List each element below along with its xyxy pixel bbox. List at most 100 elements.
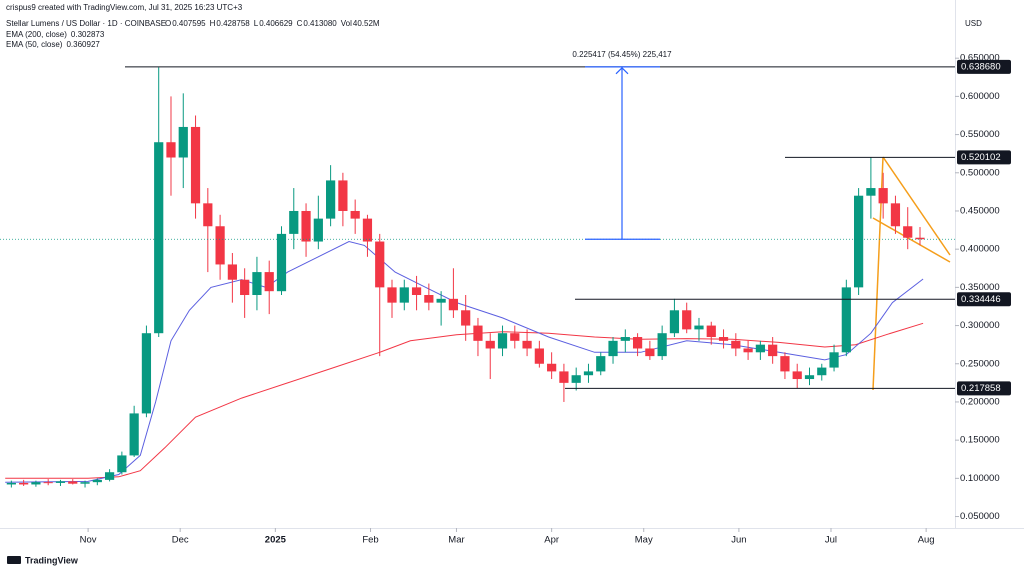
candle-body bbox=[792, 371, 802, 380]
candle-body bbox=[706, 325, 716, 338]
legend-value: 0.302873 bbox=[71, 30, 105, 39]
ohlc-value: 40.52M bbox=[353, 19, 380, 28]
candle-body bbox=[215, 226, 225, 265]
candle-body bbox=[55, 481, 66, 483]
candle-body bbox=[399, 287, 409, 303]
y-tick-label: 0.150000 bbox=[960, 435, 1000, 446]
candle-body bbox=[866, 188, 876, 196]
candle-body bbox=[375, 241, 385, 288]
candle-body bbox=[264, 272, 274, 292]
y-tick-label: 0.100000 bbox=[960, 473, 1000, 484]
symbol: Stellar Lumens / US Dollar · 1D · COINBA… bbox=[6, 19, 166, 28]
candle-body bbox=[362, 218, 373, 242]
candle-body bbox=[338, 180, 348, 211]
candle-body bbox=[903, 226, 913, 238]
candle-body bbox=[718, 337, 729, 341]
measure-arrow-head bbox=[615, 66, 629, 75]
candle-body bbox=[583, 371, 594, 376]
candle-body bbox=[645, 348, 655, 357]
candle-body bbox=[117, 455, 127, 473]
level-label-box bbox=[957, 150, 1011, 165]
ohlc-key: C bbox=[297, 19, 303, 28]
candle-body bbox=[166, 142, 176, 158]
currency: USD bbox=[965, 19, 982, 28]
brand-logo bbox=[7, 556, 21, 564]
candle-body bbox=[694, 325, 704, 330]
candle-body bbox=[878, 188, 888, 204]
brand-name: TradingView bbox=[25, 555, 79, 565]
candle-body bbox=[461, 310, 471, 326]
candle-body bbox=[559, 371, 569, 383]
candle-body bbox=[473, 325, 483, 341]
y-tick-label: 0.250000 bbox=[960, 358, 1000, 369]
candle-body bbox=[387, 287, 397, 303]
candle-body bbox=[252, 272, 262, 296]
ohlc-value: 0.428758 bbox=[216, 19, 250, 28]
x-tick-label: Dec bbox=[172, 535, 189, 546]
y-tick-label: 0.200000 bbox=[960, 396, 1000, 407]
ohlc-value: 0.406629 bbox=[259, 19, 293, 28]
candle-body bbox=[620, 337, 630, 341]
ohlc-legend: O 0.407595 H 0.428758 L 0.406629 C 0.413080 Vol 4… bbox=[165, 19, 380, 28]
level-label: 0.217858 bbox=[961, 383, 1001, 394]
candle-body bbox=[768, 344, 778, 357]
candle-body bbox=[141, 333, 152, 414]
y-tick-label: 0.050000 bbox=[960, 511, 1000, 522]
author-line: crispus9 created with TradingView.com, J… bbox=[6, 3, 243, 12]
candle-body bbox=[227, 264, 237, 280]
candle-body bbox=[669, 310, 680, 334]
candle-body bbox=[31, 482, 41, 485]
x-tick-label: Apr bbox=[544, 535, 559, 546]
level-label-box bbox=[957, 292, 1011, 307]
level-label-box bbox=[957, 381, 1011, 396]
ohlc-key: H bbox=[210, 19, 216, 28]
wedge-upper bbox=[882, 156, 951, 256]
candle-body bbox=[276, 233, 287, 292]
x-tick-label: Jun bbox=[731, 535, 746, 546]
candle-body bbox=[43, 482, 53, 484]
y-tick-label: 0.600000 bbox=[960, 91, 1000, 102]
candle-body bbox=[350, 210, 360, 219]
candle-body bbox=[804, 375, 815, 380]
candle-body bbox=[190, 126, 201, 204]
candle-body bbox=[522, 340, 532, 349]
y-tick-label: 0.300000 bbox=[960, 320, 1000, 331]
wedge-lower bbox=[872, 217, 951, 263]
candle-body bbox=[178, 126, 188, 158]
candle-body bbox=[92, 479, 102, 483]
candle-body bbox=[657, 333, 667, 357]
candle-body bbox=[203, 203, 213, 227]
candle-body bbox=[326, 180, 336, 219]
candle-body bbox=[68, 481, 78, 484]
candle-body bbox=[411, 287, 422, 296]
candle-body bbox=[424, 295, 434, 303]
x-tick-label: Feb bbox=[362, 535, 378, 546]
candle-body bbox=[448, 298, 459, 311]
legend-name: EMA (200, close) bbox=[6, 30, 67, 39]
candle-body bbox=[485, 340, 495, 349]
level-label: 0.520102 bbox=[961, 152, 1001, 163]
level-label: 0.638680 bbox=[961, 61, 1001, 72]
candle-body bbox=[510, 333, 520, 341]
candle-body bbox=[596, 356, 606, 372]
candle-body bbox=[780, 356, 790, 372]
candle-body bbox=[890, 203, 901, 227]
candle-body bbox=[632, 337, 643, 349]
x-tick-label: 2025 bbox=[265, 535, 287, 546]
candle-body bbox=[80, 482, 90, 484]
x-tick-label: May bbox=[635, 535, 653, 546]
legend-name: EMA (50, close) bbox=[6, 40, 63, 49]
candle-body bbox=[6, 482, 16, 485]
ohlc-value: 0.407595 bbox=[172, 19, 206, 28]
candle-body bbox=[829, 352, 839, 368]
ohlc-key: O bbox=[165, 19, 171, 28]
candle-body bbox=[841, 287, 851, 353]
ohlc-key: Vol bbox=[341, 19, 352, 28]
x-tick-label: Mar bbox=[448, 535, 464, 546]
candle-body bbox=[313, 218, 323, 242]
candle-body bbox=[571, 375, 581, 383]
candle-body bbox=[854, 195, 864, 288]
